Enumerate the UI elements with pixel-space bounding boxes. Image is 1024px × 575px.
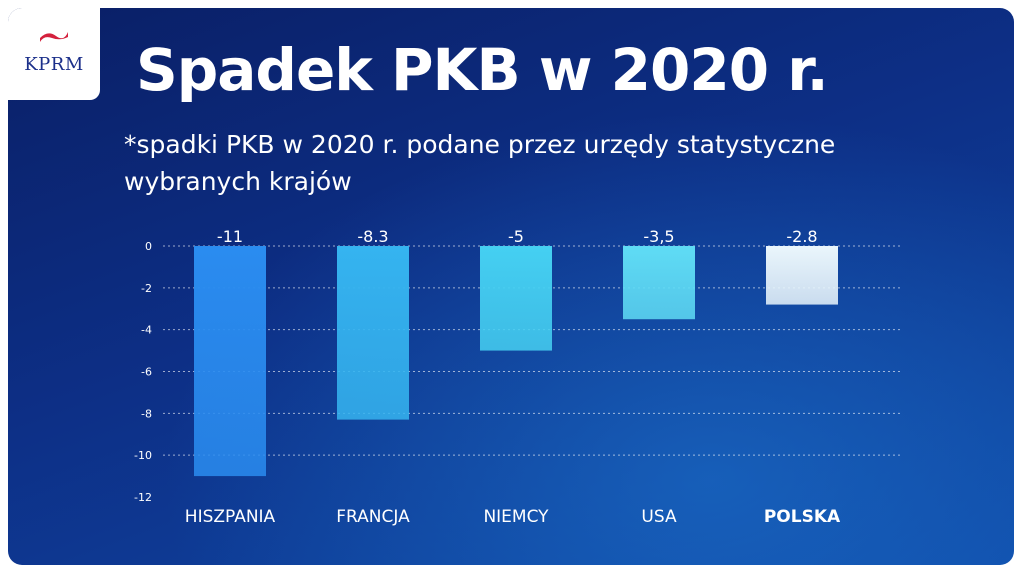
y-tick-label: -12: [134, 491, 152, 504]
chart-labels: 0 -2 -4 -6 -8 -10 -12 -11 HISZPANIA -8.3 FRANCJA -5…: [134, 227, 841, 527]
slide-panel: KPRM Spadek PKB w 2020 r. *spadki PKB w …: [8, 8, 1014, 565]
page-title: Spadek PKB w 2020 r.: [136, 36, 829, 104]
data-label: -5: [508, 227, 524, 246]
x-category-label: USA: [641, 507, 677, 527]
y-tick-label: -2: [141, 282, 152, 295]
y-tick-label: -10: [134, 449, 152, 462]
data-label: -2.8: [786, 227, 817, 246]
x-category-label: HISZPANIA: [185, 507, 276, 527]
y-tick-label: -4: [141, 324, 152, 337]
polish-flag-icon: [40, 32, 68, 42]
data-label: -11: [217, 227, 243, 246]
bar-francja: [337, 246, 409, 420]
bar-polska: [766, 246, 838, 305]
x-category-label: NIEMCY: [483, 507, 549, 527]
y-tick-label: 0: [145, 240, 152, 253]
bar-niemcy: [480, 246, 552, 351]
kprm-logo: KPRM: [8, 8, 100, 100]
y-tick-label: -6: [141, 366, 152, 379]
logo-text: KPRM: [24, 54, 84, 75]
page-subtitle: *spadki PKB w 2020 r. podane przez urzęd…: [124, 130, 836, 196]
x-category-label: FRANCJA: [336, 507, 410, 527]
bar-hiszpania: [194, 246, 266, 477]
y-tick-label: -8: [141, 407, 152, 420]
bar-usa: [623, 246, 695, 320]
chart-bars: [194, 246, 838, 477]
data-label: -3,5: [643, 227, 674, 246]
data-label: -8.3: [357, 227, 388, 246]
x-category-label: POLSKA: [764, 507, 841, 527]
